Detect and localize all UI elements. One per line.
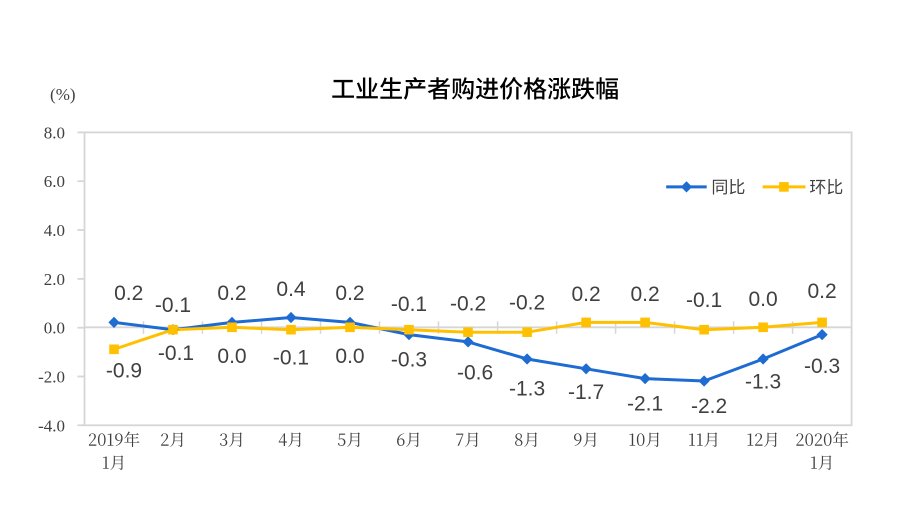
svg-text:-1.3: -1.3 xyxy=(509,378,545,401)
svg-text:-1.7: -1.7 xyxy=(568,381,604,404)
svg-text:-0.6: -0.6 xyxy=(457,361,493,384)
svg-text:0.2: 0.2 xyxy=(807,280,836,303)
svg-text:-4.0: -4.0 xyxy=(38,416,65,435)
svg-text:4.0: 4.0 xyxy=(44,221,65,240)
svg-text:2.0: 2.0 xyxy=(44,270,65,289)
svg-text:0.0: 0.0 xyxy=(335,345,364,368)
svg-text:0.2: 0.2 xyxy=(335,282,364,305)
svg-text:-1.3: -1.3 xyxy=(745,371,781,394)
svg-text:0.2: 0.2 xyxy=(217,282,246,305)
svg-text:-0.1: -0.1 xyxy=(158,342,194,365)
svg-text:0.0: 0.0 xyxy=(748,288,777,311)
svg-text:-0.9: -0.9 xyxy=(106,359,142,382)
svg-text:0.2: 0.2 xyxy=(114,282,143,305)
svg-text:-0.2: -0.2 xyxy=(450,293,486,316)
svg-text:-0.2: -0.2 xyxy=(509,292,545,315)
svg-text:-2.0: -2.0 xyxy=(38,368,65,387)
svg-text:(%): (%) xyxy=(50,85,75,104)
svg-text:-2.2: -2.2 xyxy=(691,395,727,418)
svg-text:-2.1: -2.1 xyxy=(627,392,663,415)
svg-text:-0.1: -0.1 xyxy=(273,347,309,370)
svg-text:-0.3: -0.3 xyxy=(391,349,427,372)
svg-text:0.4: 0.4 xyxy=(276,278,306,301)
svg-text:-0.3: -0.3 xyxy=(804,355,840,378)
svg-text:0.0: 0.0 xyxy=(217,345,246,368)
svg-text:-0.1: -0.1 xyxy=(686,289,722,312)
svg-text:6.0: 6.0 xyxy=(44,172,65,191)
svg-text:0.2: 0.2 xyxy=(571,283,600,306)
svg-text:0.0: 0.0 xyxy=(44,319,65,338)
svg-text:0.2: 0.2 xyxy=(630,283,659,306)
svg-text:-0.1: -0.1 xyxy=(391,293,427,316)
svg-text:8.0: 8.0 xyxy=(44,123,65,142)
svg-text:-0.1: -0.1 xyxy=(155,294,191,317)
